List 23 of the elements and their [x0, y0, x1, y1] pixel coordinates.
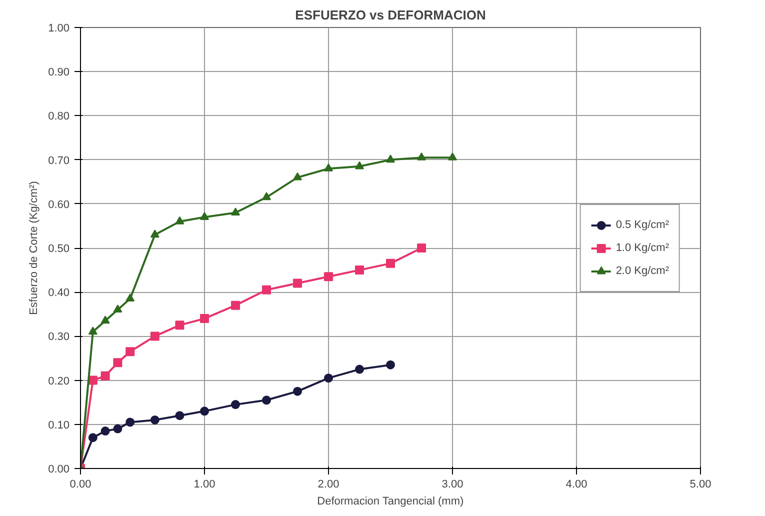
y-tick-label: 0.10: [48, 419, 70, 432]
x-tick-label: 4.00: [566, 478, 588, 490]
y-tick-label: 0.90: [48, 66, 70, 79]
x-tick-label: 1.00: [194, 478, 216, 490]
y-tick-label: 0.20: [48, 375, 70, 388]
y-tick-label: 0.60: [48, 198, 70, 211]
legend-label: 2.0 Kg/cm²: [616, 264, 669, 276]
chart-title: ESFUERZO vs DEFORMACION: [295, 8, 486, 22]
y-tick-label: 0.70: [48, 154, 70, 167]
y-tick-label: 0.80: [48, 110, 70, 123]
y-tick-label: 1.00: [48, 22, 70, 34]
x-tick-label: 3.00: [442, 478, 464, 490]
y-axis-title: Esfuerzo de Corte (Kg/cm²): [28, 181, 40, 315]
y-tick-label: 0.30: [48, 331, 70, 344]
x-tick-label: 5.00: [690, 478, 712, 490]
x-tick-label: 2.00: [318, 478, 340, 490]
legend-label: 0.5 Kg/cm²: [616, 218, 669, 230]
x-axis-title: Deformacion Tangencial (mm): [317, 496, 464, 508]
y-tick-label: 0.40: [48, 287, 70, 300]
y-tick-label: 0.00: [48, 464, 70, 476]
legend-label: 1.0 Kg/cm²: [616, 242, 669, 254]
y-tick-label: 0.50: [48, 243, 70, 255]
x-tick-label: 0.00: [70, 478, 92, 490]
